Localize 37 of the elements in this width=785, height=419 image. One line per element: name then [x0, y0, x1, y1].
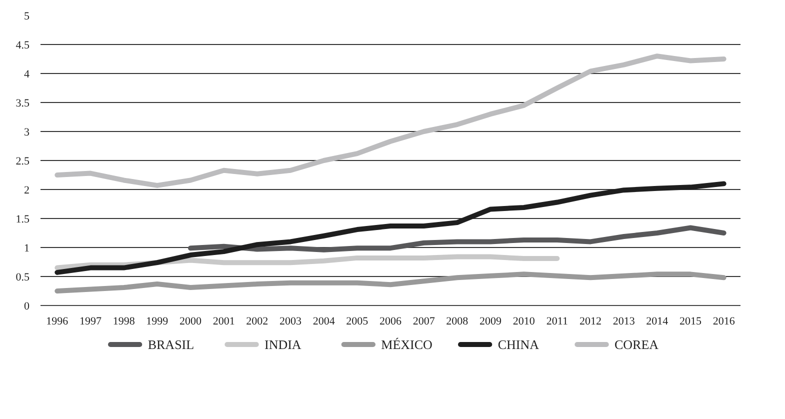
x-tick-label: 2008: [446, 316, 469, 328]
x-tick-label: 1999: [146, 316, 169, 328]
x-tick-label: 2013: [612, 316, 636, 328]
y-tick-label: 3: [24, 126, 30, 138]
x-tick-label: 2011: [546, 316, 568, 328]
x-tick-label: 2001: [212, 316, 235, 328]
x-tick-label: 2004: [312, 316, 336, 328]
x-tick-label: 2010: [512, 316, 536, 328]
x-tick-label: 2007: [412, 316, 436, 328]
x-tick-label: 2000: [180, 316, 202, 328]
y-tick-label: 2.5: [16, 156, 30, 168]
x-tick-label: 2012: [580, 316, 602, 328]
y-tick-label: 1.5: [16, 214, 30, 226]
y-tick-label: 1: [24, 242, 30, 254]
x-tick-label: 2006: [380, 316, 402, 328]
x-tick-label: 1996: [46, 316, 69, 328]
legend-label: CHINA: [498, 337, 540, 352]
legend-label: COREA: [614, 337, 660, 352]
y-tick-label: 0.5: [16, 272, 30, 284]
y-tick-label: 0: [24, 300, 30, 312]
y-tick-label: 2: [24, 184, 30, 196]
y-tick-label: 5: [24, 10, 30, 22]
x-tick-label: 2014: [646, 316, 669, 328]
y-tick-label: 3.5: [16, 98, 30, 110]
x-tick-label: 2009: [480, 316, 502, 328]
x-tick-label: 1998: [112, 316, 136, 328]
x-tick-label: 2015: [680, 316, 702, 328]
x-tick-label: 1997: [80, 316, 102, 328]
x-tick-label: 2003: [280, 316, 302, 328]
legend-label: MÉXICO: [381, 337, 432, 352]
x-tick-label: 2002: [246, 316, 268, 328]
y-tick-label: 4.5: [16, 40, 30, 52]
legend-label: INDIA: [264, 337, 302, 352]
y-tick-label: 4: [24, 68, 30, 80]
legend-label: BRASIL: [148, 337, 194, 352]
x-tick-label: 2016: [712, 316, 736, 328]
x-tick-label: 2005: [346, 316, 369, 328]
